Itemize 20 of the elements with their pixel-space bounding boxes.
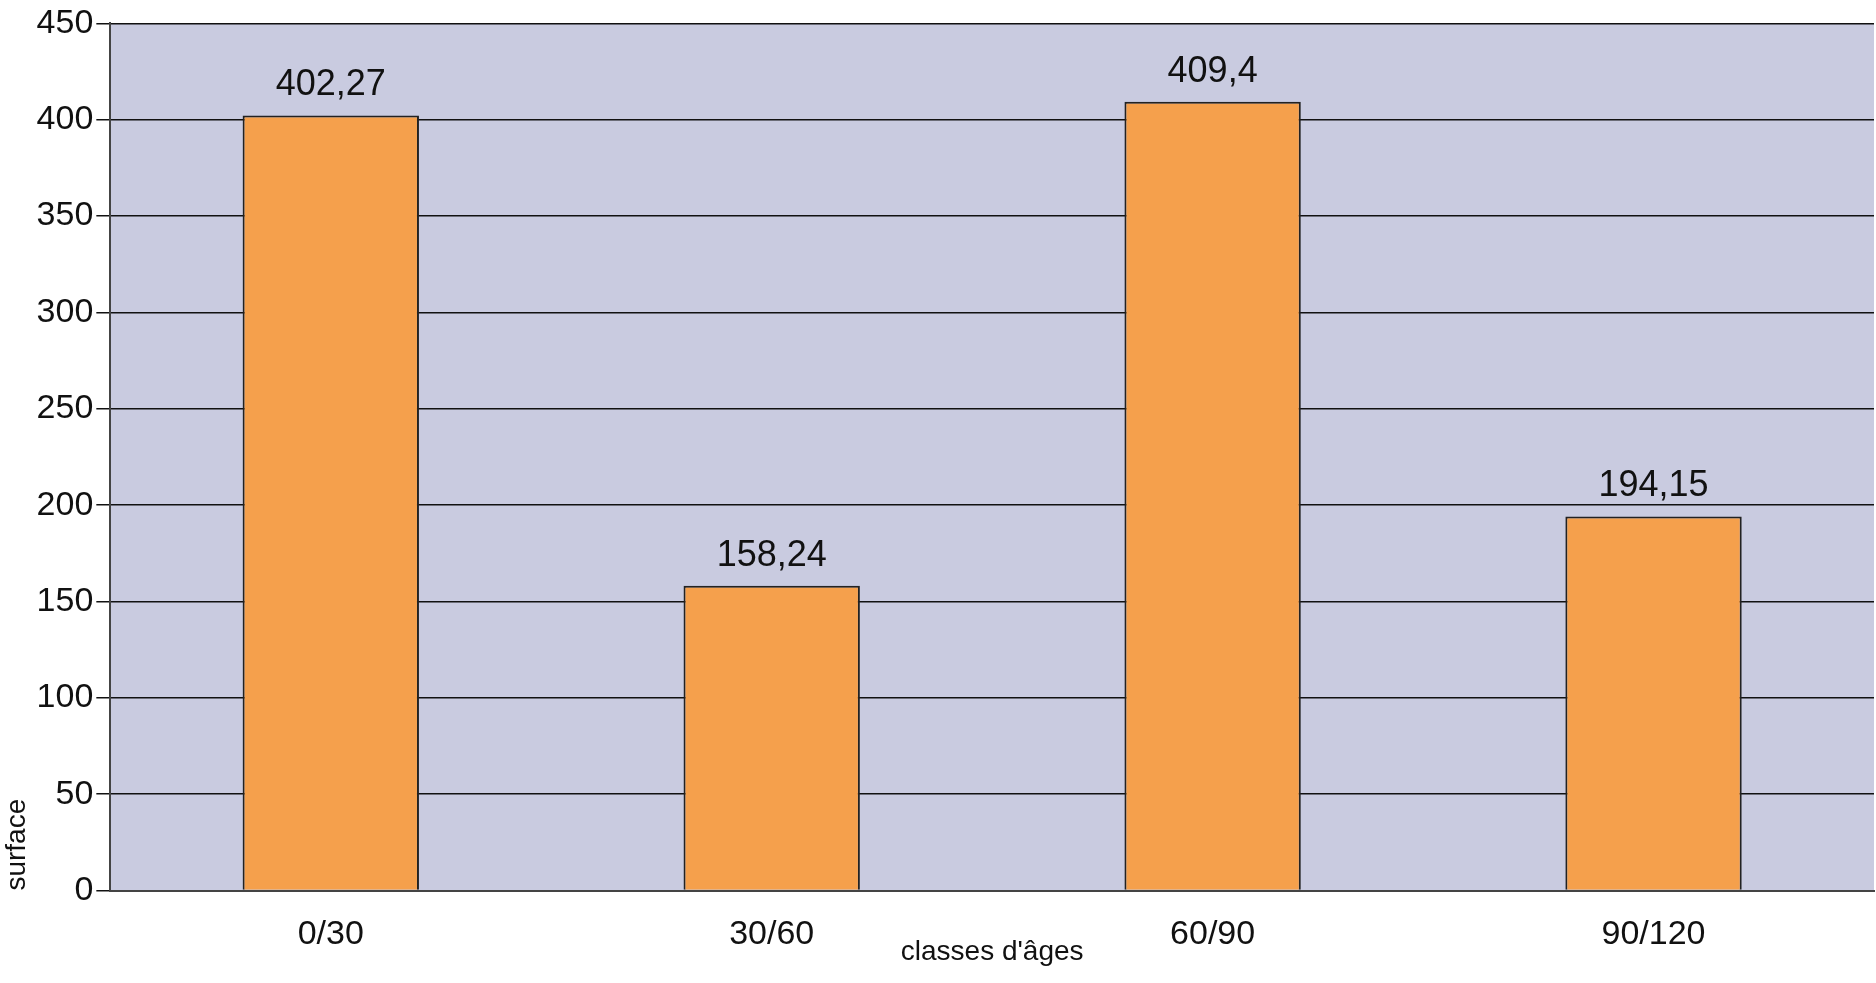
x-tick-label: 90/120 [1601, 913, 1706, 952]
y-tick-label: 350 [36, 194, 94, 233]
y-tick-label: 200 [36, 483, 94, 522]
y-tick-label: 0 [74, 868, 94, 907]
y-tick-label: 100 [36, 676, 94, 715]
y-tick-label: 250 [36, 387, 94, 426]
y-tick-label: 50 [55, 772, 94, 811]
y-tick-label: 400 [36, 98, 94, 137]
data-label: 158,24 [716, 532, 827, 574]
y-tick-label: 150 [36, 579, 94, 618]
x-tick-label: 60/90 [1170, 913, 1256, 952]
y-axis-title: surface [0, 798, 31, 891]
y-tick-label: 300 [36, 290, 94, 329]
data-label: 194,15 [1598, 463, 1709, 505]
x-tick-label: 0/30 [297, 913, 364, 952]
x-axis-title: classes d'âges [900, 934, 1084, 966]
data-label: 402,27 [275, 62, 386, 104]
data-label: 409,4 [1167, 48, 1258, 90]
x-tick-label: 30/60 [729, 913, 815, 952]
y-tick-label: 450 [36, 1, 94, 40]
